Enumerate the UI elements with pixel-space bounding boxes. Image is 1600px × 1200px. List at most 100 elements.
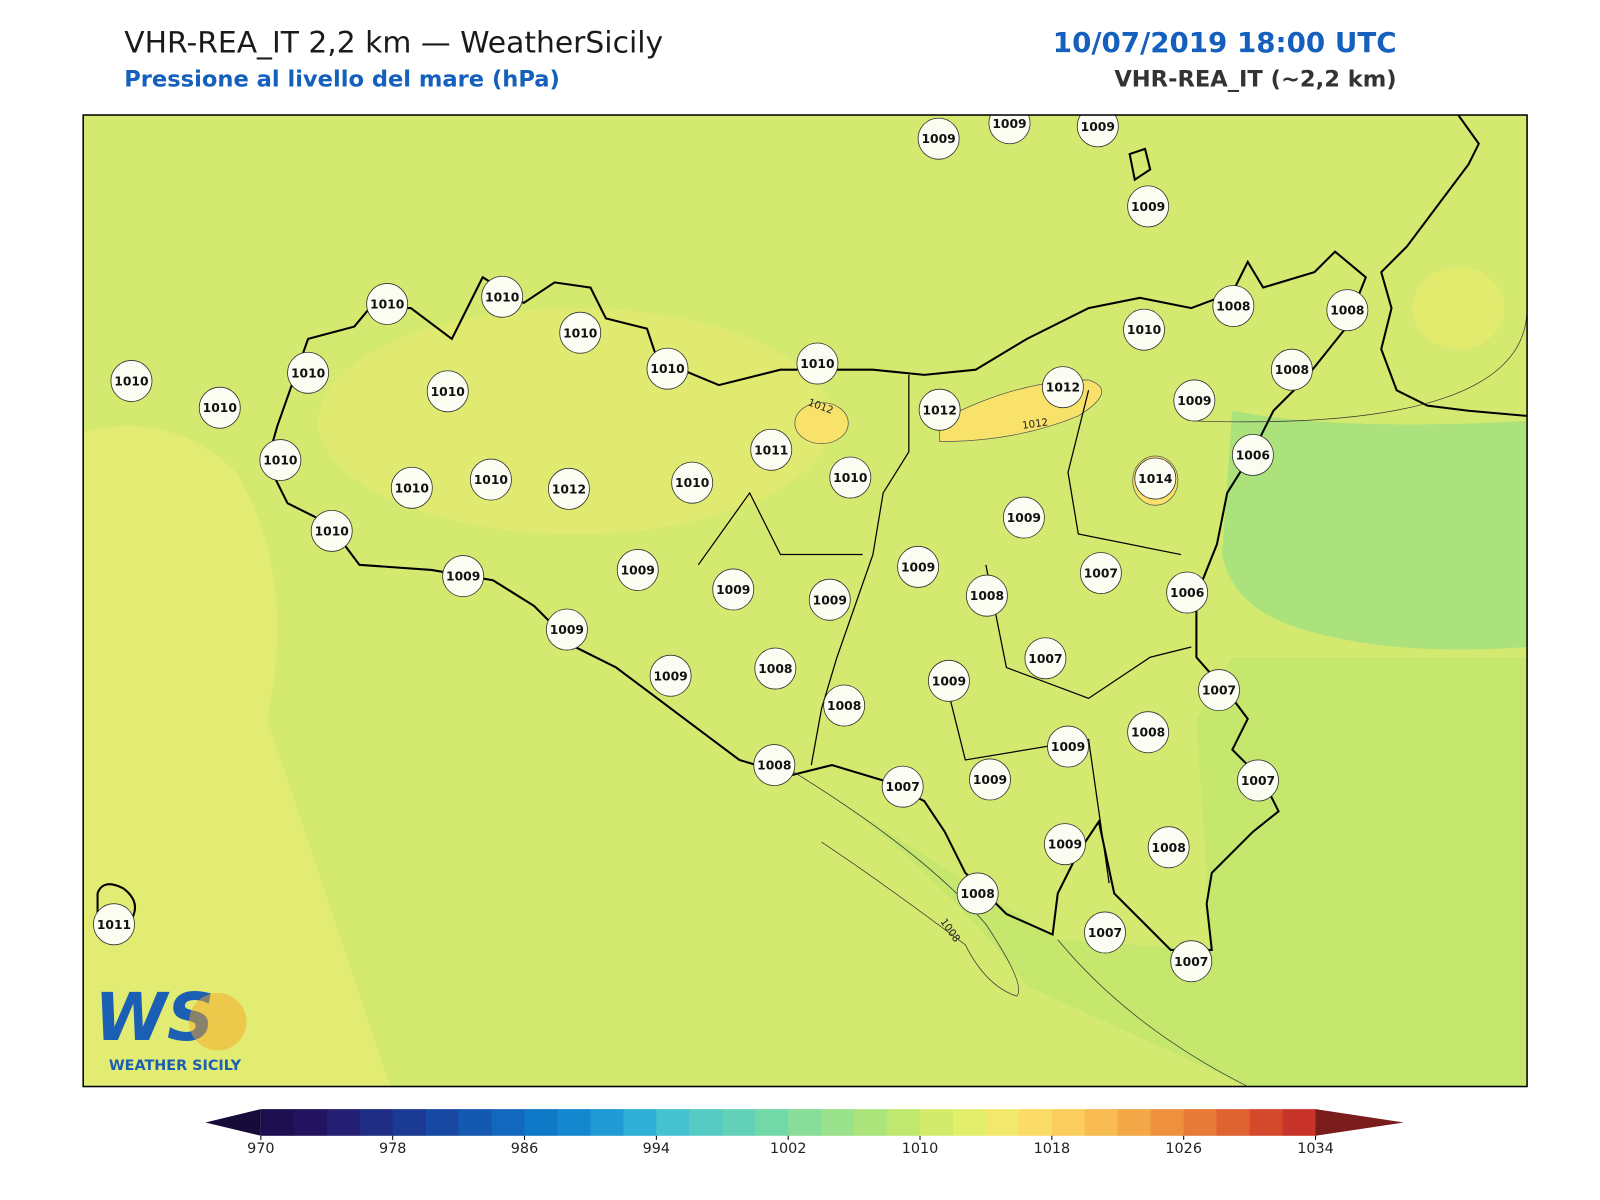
colorbar-segment xyxy=(656,1109,690,1136)
colorbar-segment xyxy=(887,1109,921,1136)
station-marker xyxy=(481,275,524,318)
station-value: 1008 xyxy=(970,589,1004,603)
station-marker xyxy=(754,647,797,690)
colorbar-segment xyxy=(623,1109,657,1136)
station-value: 1010 xyxy=(315,524,349,538)
station-value: 1009 xyxy=(1048,838,1082,852)
station-value: 1009 xyxy=(1051,740,1085,754)
colorbar-segment xyxy=(557,1109,591,1136)
station-marker xyxy=(1084,911,1126,954)
colorbar-segment xyxy=(524,1109,558,1136)
colorbar-segment xyxy=(392,1109,427,1136)
colorbar-tick-label: 1034 xyxy=(1297,1141,1334,1157)
station-marker xyxy=(823,684,866,727)
field-west xyxy=(83,426,391,1087)
station-marker xyxy=(1079,552,1122,594)
station-marker xyxy=(988,115,1031,145)
colorbar-segment xyxy=(1249,1109,1284,1136)
station-marker xyxy=(965,574,1008,617)
station-value: 1007 xyxy=(1084,567,1118,581)
station-value: 1007 xyxy=(886,780,920,794)
logo-name: WEATHER SICILY xyxy=(109,1058,242,1074)
station-marker xyxy=(1237,759,1279,802)
station-value: 1010 xyxy=(370,298,404,312)
station-value: 1008 xyxy=(1275,363,1309,377)
station-marker xyxy=(1147,826,1190,869)
station-value: 1006 xyxy=(1170,586,1204,600)
station-marker xyxy=(646,347,689,390)
station-value: 1009 xyxy=(1131,200,1165,214)
station-value: 1009 xyxy=(813,593,847,607)
station-value: 1009 xyxy=(1177,394,1211,408)
station-value: 1010 xyxy=(650,362,684,376)
colorbar-tick-label: 994 xyxy=(643,1141,670,1157)
colorbar-over xyxy=(1315,1109,1404,1136)
station-marker xyxy=(1212,285,1255,327)
high-spot xyxy=(794,402,849,445)
contour-label: 1012 xyxy=(1021,416,1049,432)
station-value: 1010 xyxy=(291,366,325,380)
map-frame xyxy=(82,114,1528,1088)
colorbar-segment xyxy=(1117,1109,1152,1136)
station-value: 1010 xyxy=(675,476,709,490)
station-marker xyxy=(796,342,839,385)
logo: WS WEATHER SICILY xyxy=(94,980,247,1074)
colorbar-segment xyxy=(260,1109,295,1136)
station-value: 1012 xyxy=(1046,381,1080,395)
colorbar-tick-label: 970 xyxy=(247,1141,274,1157)
station-marker xyxy=(1231,433,1274,476)
station-value: 1010 xyxy=(833,471,867,485)
colorbar: 970 978 986 994 1002 1010 1018 1026 1034 xyxy=(205,1109,1404,1157)
station-marker xyxy=(969,758,1011,801)
colorbar-segment xyxy=(788,1109,822,1136)
colorbar-tick-label: 1002 xyxy=(770,1141,807,1157)
station-value: 1010 xyxy=(114,375,148,389)
station-value: 1012 xyxy=(923,403,957,417)
colorbar-segment xyxy=(920,1109,954,1136)
valid-time: 10/07/2019 18:00 UTC xyxy=(1053,26,1397,59)
station-marker xyxy=(917,117,960,160)
station-marker xyxy=(559,311,602,354)
station-value: 1008 xyxy=(961,887,995,901)
colorbar-segment xyxy=(1282,1109,1317,1136)
colorbar-segment xyxy=(491,1109,526,1136)
station-value: 1008 xyxy=(1152,841,1186,855)
contour-line xyxy=(1196,308,1528,423)
station-marker xyxy=(1326,289,1369,332)
station-value: 1009 xyxy=(621,563,655,577)
station-marker xyxy=(1127,185,1170,228)
station-value: 1009 xyxy=(992,117,1026,131)
map-area: 1012 1012 1008 1009 1009 1009 1009 1010 1010 1… xyxy=(83,115,1528,1087)
station-marker xyxy=(881,765,924,808)
station-marker xyxy=(1047,725,1089,768)
subtitle: Pressione al livello del mare (hPa) xyxy=(124,67,560,93)
station-value: 1007 xyxy=(1174,955,1208,969)
station-marker xyxy=(712,568,755,611)
station-marker xyxy=(366,283,409,325)
colorbar-segment xyxy=(326,1109,361,1136)
colorbar-segment xyxy=(1216,1109,1251,1136)
station-value: 1007 xyxy=(1202,684,1236,698)
station-marker xyxy=(1198,669,1240,712)
title: VHR-REA_IT 2,2 km — WeatherSicily xyxy=(124,26,663,61)
station-value: 1011 xyxy=(97,918,131,932)
station-marker xyxy=(1123,308,1165,351)
station-marker xyxy=(616,549,659,591)
station-marker xyxy=(956,872,999,915)
station-value: 1008 xyxy=(757,759,791,773)
station-value: 1009 xyxy=(1007,511,1041,525)
colorbar-tick-label: 1026 xyxy=(1165,1141,1202,1157)
station-value: 1010 xyxy=(395,481,429,495)
station-marker xyxy=(750,428,793,471)
station-marker xyxy=(671,461,714,504)
station-value: 1010 xyxy=(485,290,519,304)
station-marker xyxy=(1043,823,1086,866)
station-value: 1012 xyxy=(552,482,586,496)
station-value: 1010 xyxy=(263,454,297,468)
colorbar-segment xyxy=(755,1109,789,1136)
colorbar-segment xyxy=(985,1109,1020,1136)
station-marker xyxy=(1041,366,1084,409)
station-value: 1006 xyxy=(1236,448,1270,462)
island xyxy=(1128,147,1152,182)
